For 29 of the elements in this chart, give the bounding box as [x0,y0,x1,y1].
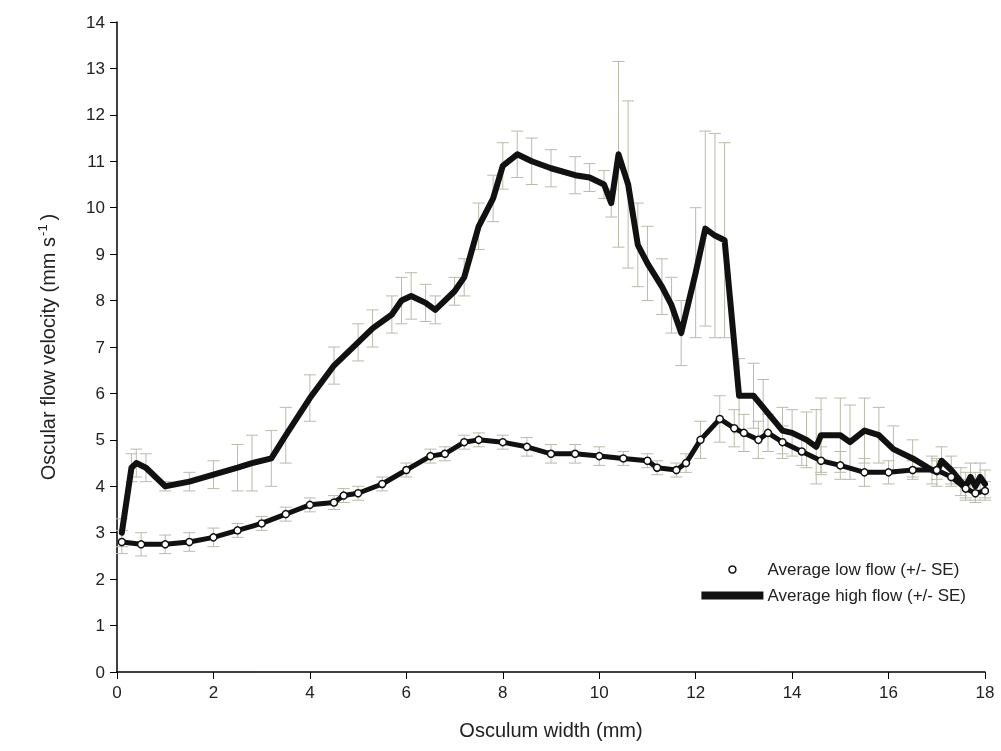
y-tick-label: 5 [95,430,105,450]
y-tick-label: 7 [95,337,105,357]
x-tick-label: 0 [112,683,122,702]
y-tick-label: 8 [95,291,105,311]
x-tick-label: 4 [305,683,315,702]
x-axis-title: Osculum width (mm) [459,719,643,741]
x-tick-label: 12 [686,683,706,702]
y-tick-label: 0 [95,662,105,682]
x-tick-label: 2 [208,683,219,702]
x-tick-label: 14 [782,683,802,702]
x-tick-label: 10 [589,683,609,702]
y-tick-label: 4 [95,476,105,496]
x-tick-label: 16 [879,683,899,702]
y-tick-label: 9 [95,244,105,264]
x-tick-label: 6 [401,683,412,702]
legend-label: Average high flow (+/- SE) [767,586,967,605]
y-tick-label: 6 [95,383,105,403]
legend-label: Average low flow (+/- SE) [767,560,960,579]
y-tick-label: 13 [86,58,105,78]
y-tick-label: 10 [86,198,105,218]
y-tick-label: 1 [95,616,105,636]
y-axis-title: Oscular flow velocity (mm s-1) [35,213,59,481]
x-tick-label: 8 [498,683,508,702]
y-tick-label: 2 [95,569,105,589]
y-tick-label: 14 [86,12,105,32]
y-tick-label: 3 [95,523,105,543]
x-tick-label: 18 [975,683,995,702]
y-tick-label: 12 [86,105,105,125]
y-tick-label: 11 [87,151,105,171]
